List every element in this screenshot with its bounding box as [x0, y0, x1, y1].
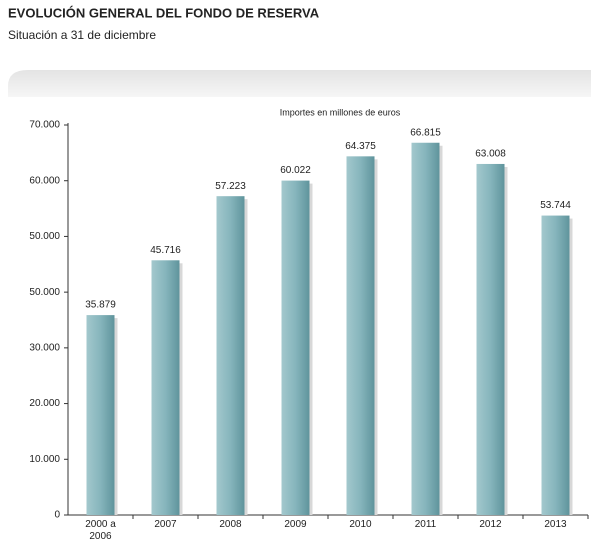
- x-tick-label: 2011: [414, 519, 437, 530]
- x-tick-label: 2010: [349, 519, 372, 530]
- value-label: 35.879: [85, 300, 116, 311]
- title: EVOLUCIÓN GENERAL DEL FONDO DE RESERVA: [8, 5, 320, 20]
- y-tick-label: 30.000: [29, 342, 60, 353]
- y-tick-label: 50.000: [29, 231, 60, 242]
- x-tick-label: 2008: [219, 519, 242, 530]
- y-tick-label: 0: [54, 510, 60, 521]
- value-label: 63.008: [475, 149, 506, 160]
- x-tick-label: 2013: [544, 519, 567, 530]
- bar: [151, 260, 180, 515]
- bar: [86, 315, 115, 515]
- subtitle: Situación a 31 de diciembre: [8, 28, 156, 42]
- bar: [476, 163, 505, 515]
- value-label: 66.815: [410, 127, 441, 138]
- bar: [216, 196, 245, 515]
- y-tick-label: 10.000: [29, 454, 60, 465]
- y-tick-label: 20.000: [29, 398, 60, 409]
- bar: [281, 180, 310, 515]
- x-tick-label: 2007: [154, 519, 177, 530]
- bar: [411, 142, 440, 515]
- value-label: 57.223: [215, 181, 246, 192]
- y-tick-label: 70.000: [29, 120, 60, 131]
- value-label: 45.716: [150, 245, 181, 256]
- x-tick-label: 2012: [479, 519, 502, 530]
- value-label: 53.744: [540, 200, 571, 211]
- y-tick-label: 50.000: [29, 287, 60, 298]
- bar: [346, 156, 375, 515]
- x-tick-label: 2000 a 2006: [85, 519, 116, 542]
- y-tick-label: 60.000: [29, 175, 60, 186]
- value-label: 60.022: [280, 165, 311, 176]
- value-label: 64.375: [345, 141, 376, 152]
- banner: [8, 70, 591, 97]
- units-note: Importes en millones de euros: [280, 107, 401, 117]
- x-tick-label: 2009: [284, 519, 307, 530]
- bar: [541, 215, 570, 515]
